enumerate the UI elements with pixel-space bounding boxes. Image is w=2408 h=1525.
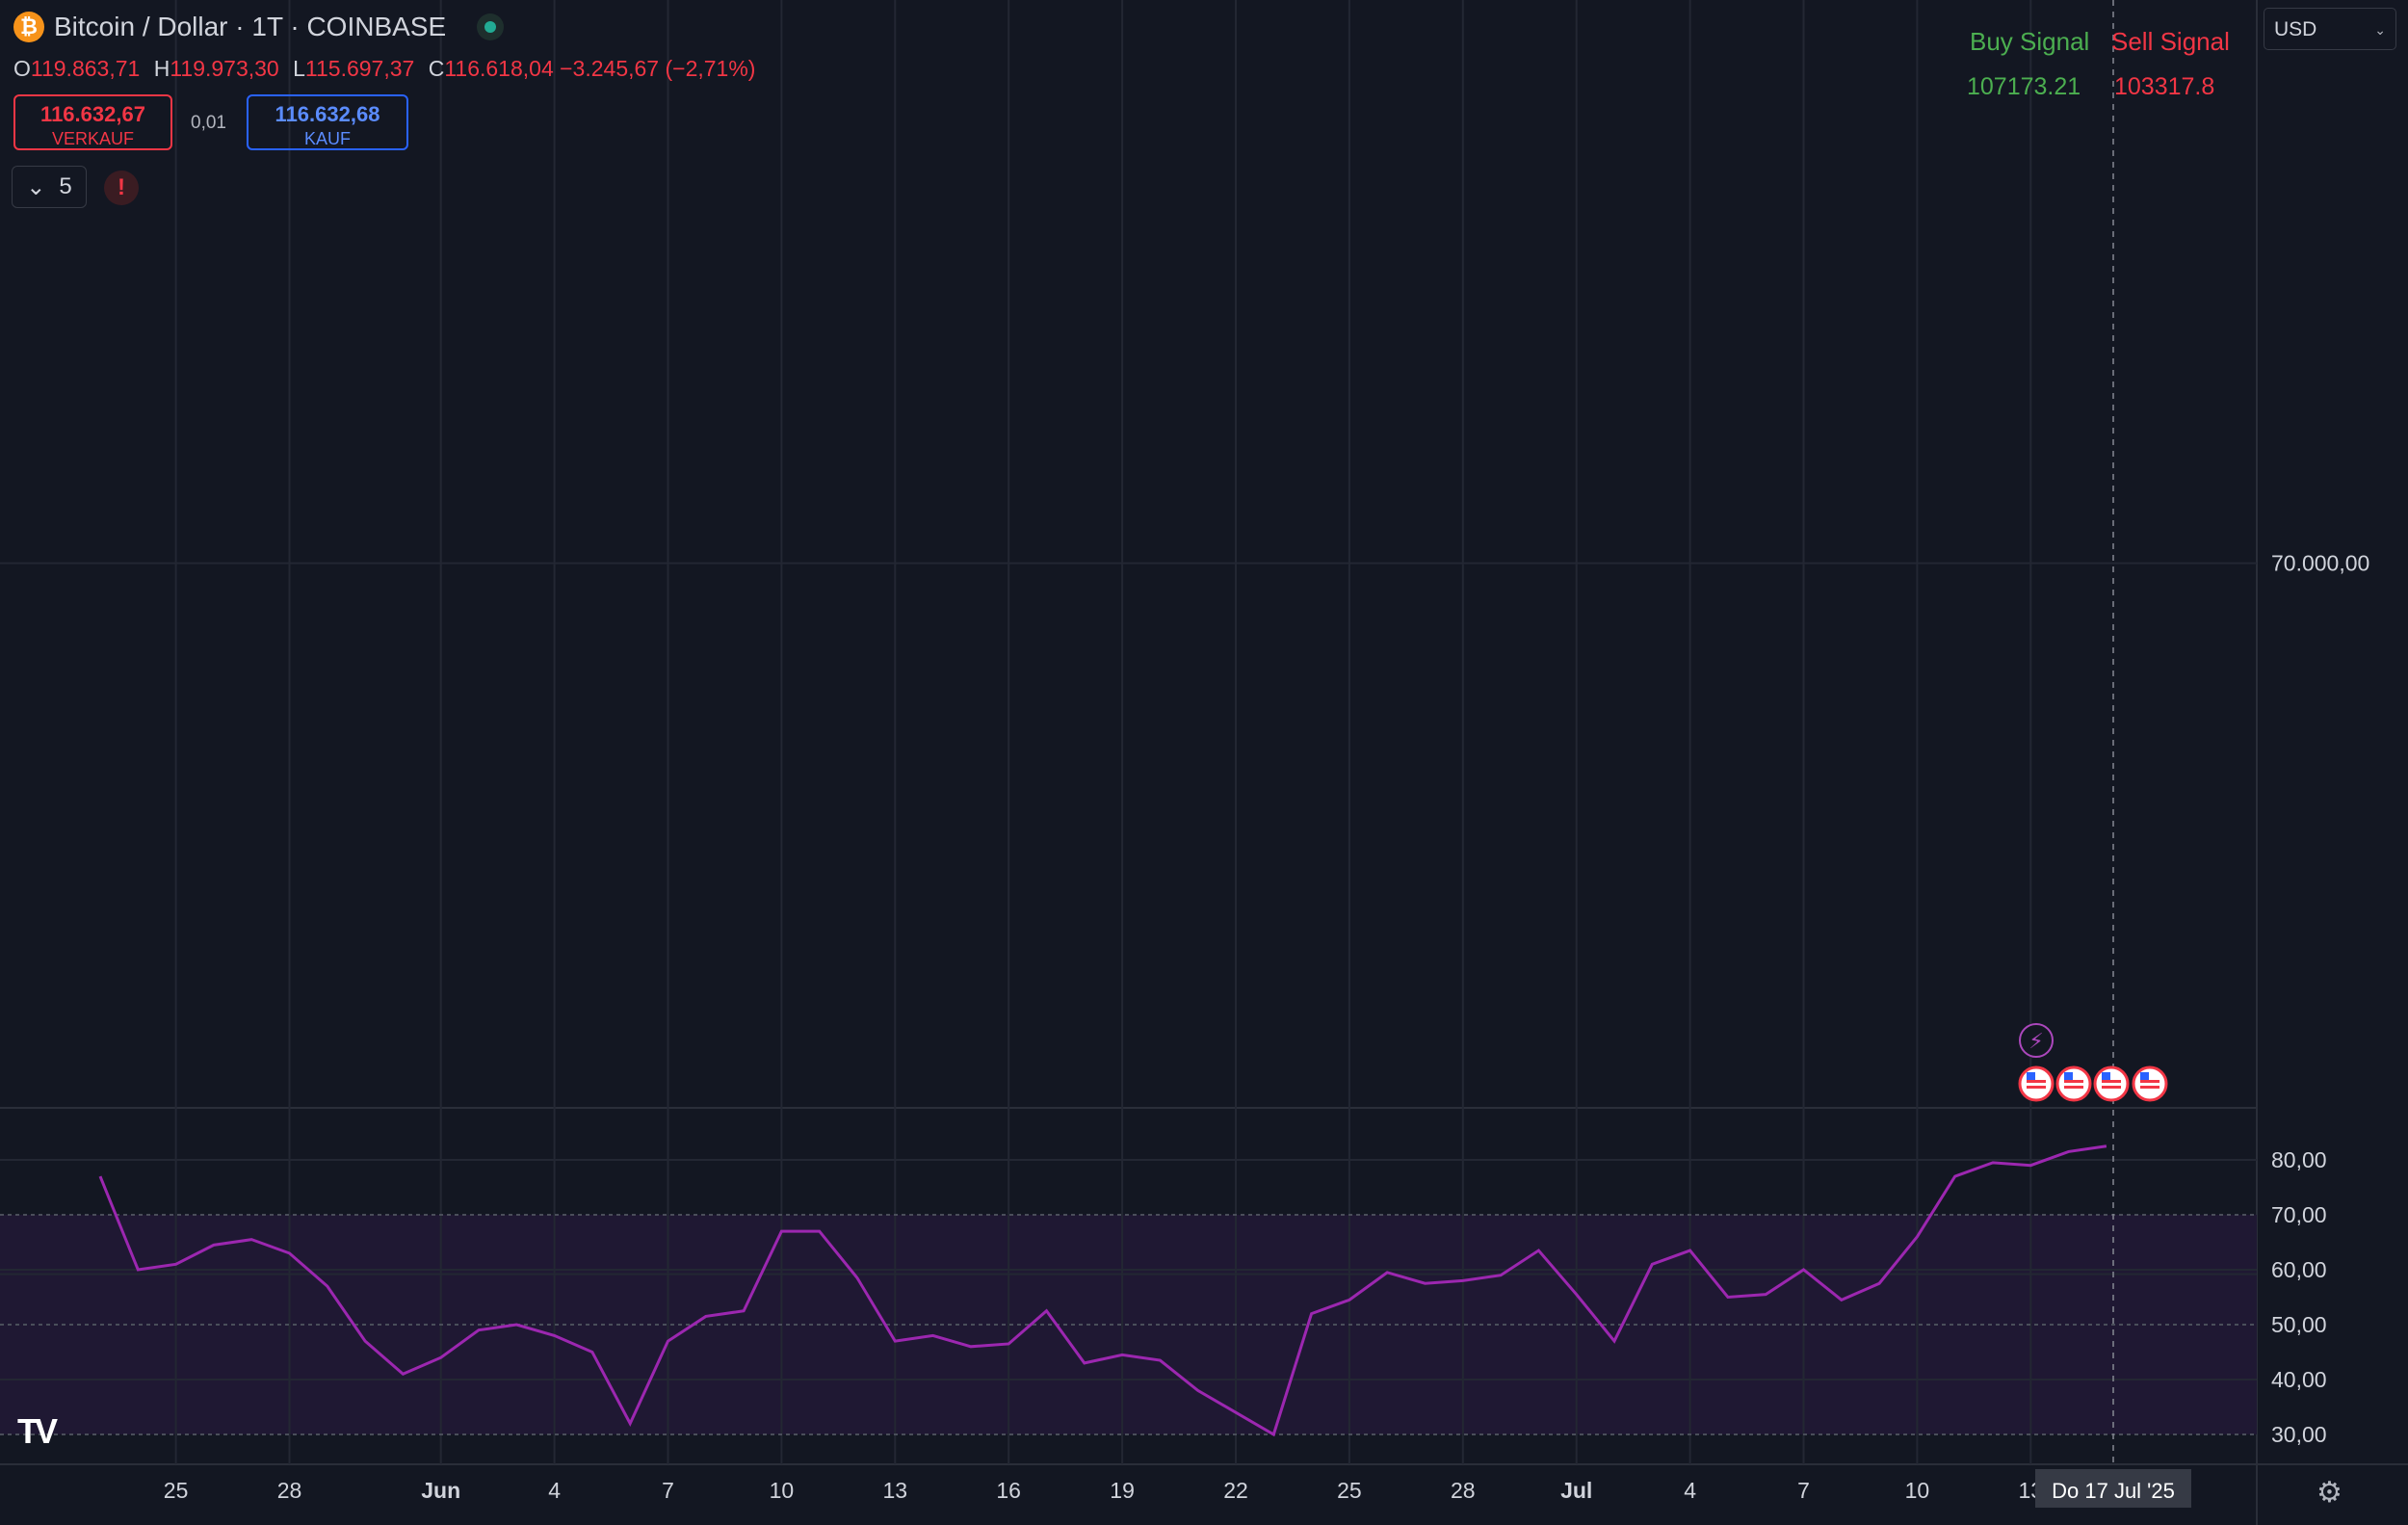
time-tick-label: 7 — [662, 1478, 674, 1503]
rsi-tick-label: 30,00 — [2271, 1422, 2327, 1447]
chevron-down-icon: ⌄ — [26, 173, 46, 200]
time-tick-label: 13 — [883, 1478, 908, 1503]
flag-stripe — [2102, 1080, 2121, 1083]
lightning-glyph: ⚡ — [2028, 1030, 2043, 1054]
buy-price: 116.632,68 — [275, 102, 380, 126]
flag-canton — [2140, 1072, 2149, 1080]
time-tick-label: 16 — [996, 1478, 1021, 1503]
us-flag-event-icon — [2132, 1065, 2168, 1102]
indicator-count: 5 — [59, 173, 72, 199]
sell-button[interactable]: 116.632,67 VERKAUF — [13, 94, 172, 150]
lightning-icon — [2019, 1023, 2054, 1058]
indicators-toggle-button[interactable]: ⌄ 5 — [12, 166, 87, 208]
buy-label: KAUF — [303, 129, 351, 148]
sell-signal-title: Sell Signal — [2111, 27, 2230, 56]
flag-canton — [2064, 1072, 2073, 1080]
time-tick-label: 25 — [1337, 1478, 1362, 1503]
time-tick-label: Jun — [421, 1478, 460, 1503]
ohlc-low-value: 115.697,37 — [304, 56, 415, 81]
rsi-line — [98, 1144, 2107, 1437]
time-tick-label: 28 — [277, 1478, 302, 1503]
time-tick-label: 28 — [1451, 1478, 1476, 1503]
flag-stripe — [2064, 1080, 2083, 1083]
price-tick-label: 70.000,00 — [2271, 551, 2369, 576]
sell-label: VERKAUF — [51, 129, 135, 148]
rsi-tick-label: 60,00 — [2271, 1257, 2327, 1282]
time-tick-label: 7 — [1797, 1478, 1810, 1503]
us-flag-event-icon — [2093, 1065, 2130, 1102]
flag-canton — [2027, 1072, 2035, 1080]
rsi-tick-label: 80,00 — [2271, 1147, 2327, 1172]
time-tick-label: 10 — [1905, 1478, 1930, 1503]
time-tick-label: 22 — [1223, 1478, 1248, 1503]
flag-stripe — [2140, 1080, 2159, 1083]
time-tick-label: 4 — [548, 1478, 561, 1503]
ohlc-open-value: 119.863,71 — [30, 56, 141, 81]
flag-stripe — [2102, 1086, 2121, 1089]
ohlc-high-value: 119.973,30 — [170, 56, 279, 81]
warning-icon[interactable]: ! — [104, 171, 139, 205]
sell-price: 116.632,67 — [40, 102, 145, 126]
ohlc-low-key: L — [293, 56, 305, 81]
chevron-down-icon: ⌄ — [2374, 22, 2386, 38]
flag-stripe — [2064, 1086, 2083, 1089]
time-tick-label: 10 — [770, 1478, 795, 1503]
flag-stripe — [2027, 1086, 2046, 1089]
rsi-tick-label: 50,00 — [2271, 1312, 2327, 1337]
flag-stripe — [2027, 1080, 2046, 1083]
ohlc-close-value: 116.618,04 −3.245,67 (−2,71%) — [444, 56, 756, 81]
us-flag-event-icon — [2018, 1065, 2055, 1102]
flag-stripe — [2140, 1086, 2159, 1089]
symbol-header[interactable]: ₿ Bitcoin / Dollar · 1T · COINBASE — [13, 12, 505, 42]
crosshair-date-badge — [2035, 1469, 2191, 1508]
rsi-tick-label: 40,00 — [2271, 1367, 2327, 1392]
currency-value: USD — [2274, 18, 2317, 40]
ohlc-high-key: H — [153, 56, 170, 81]
time-tick-label: Jul — [1560, 1478, 1592, 1503]
time-tick-label: 4 — [1684, 1478, 1696, 1503]
market-status-icon[interactable] — [477, 13, 505, 40]
buy-signal-value: 107173.21 — [1967, 73, 2081, 100]
time-tick-label: 19 — [1110, 1478, 1135, 1503]
spread-value: 0,01 — [191, 113, 226, 133]
sell-signal-value: 103317.8 — [2114, 73, 2215, 100]
buy-signal-title: Buy Signal — [1970, 27, 2090, 56]
bitcoin-icon: ₿ — [13, 12, 44, 42]
tradingview-logo[interactable]: TV — [17, 1411, 58, 1451]
ohlc-legend: O119.863,71 H119.973,30 L115.697,37 C116… — [13, 56, 763, 82]
flag-canton — [2102, 1072, 2110, 1080]
gear-icon[interactable]: ⚙ — [2316, 1477, 2343, 1509]
us-flag-event-icon — [2055, 1065, 2092, 1102]
currency-select[interactable]: USD ⌄ — [2264, 8, 2396, 50]
buy-button[interactable]: 116.632,68 KAUF — [247, 94, 408, 150]
ohlc-close-key: C — [428, 56, 445, 81]
ohlc-open-key: O — [13, 56, 31, 81]
time-tick-label: 25 — [164, 1478, 189, 1503]
rsi-tick-label: 70,00 — [2271, 1202, 2327, 1227]
symbol-title: Bitcoin / Dollar · 1T · COINBASE — [54, 12, 447, 41]
crosshair-date-label: Do 17 Jul '25 — [2052, 1479, 2175, 1503]
